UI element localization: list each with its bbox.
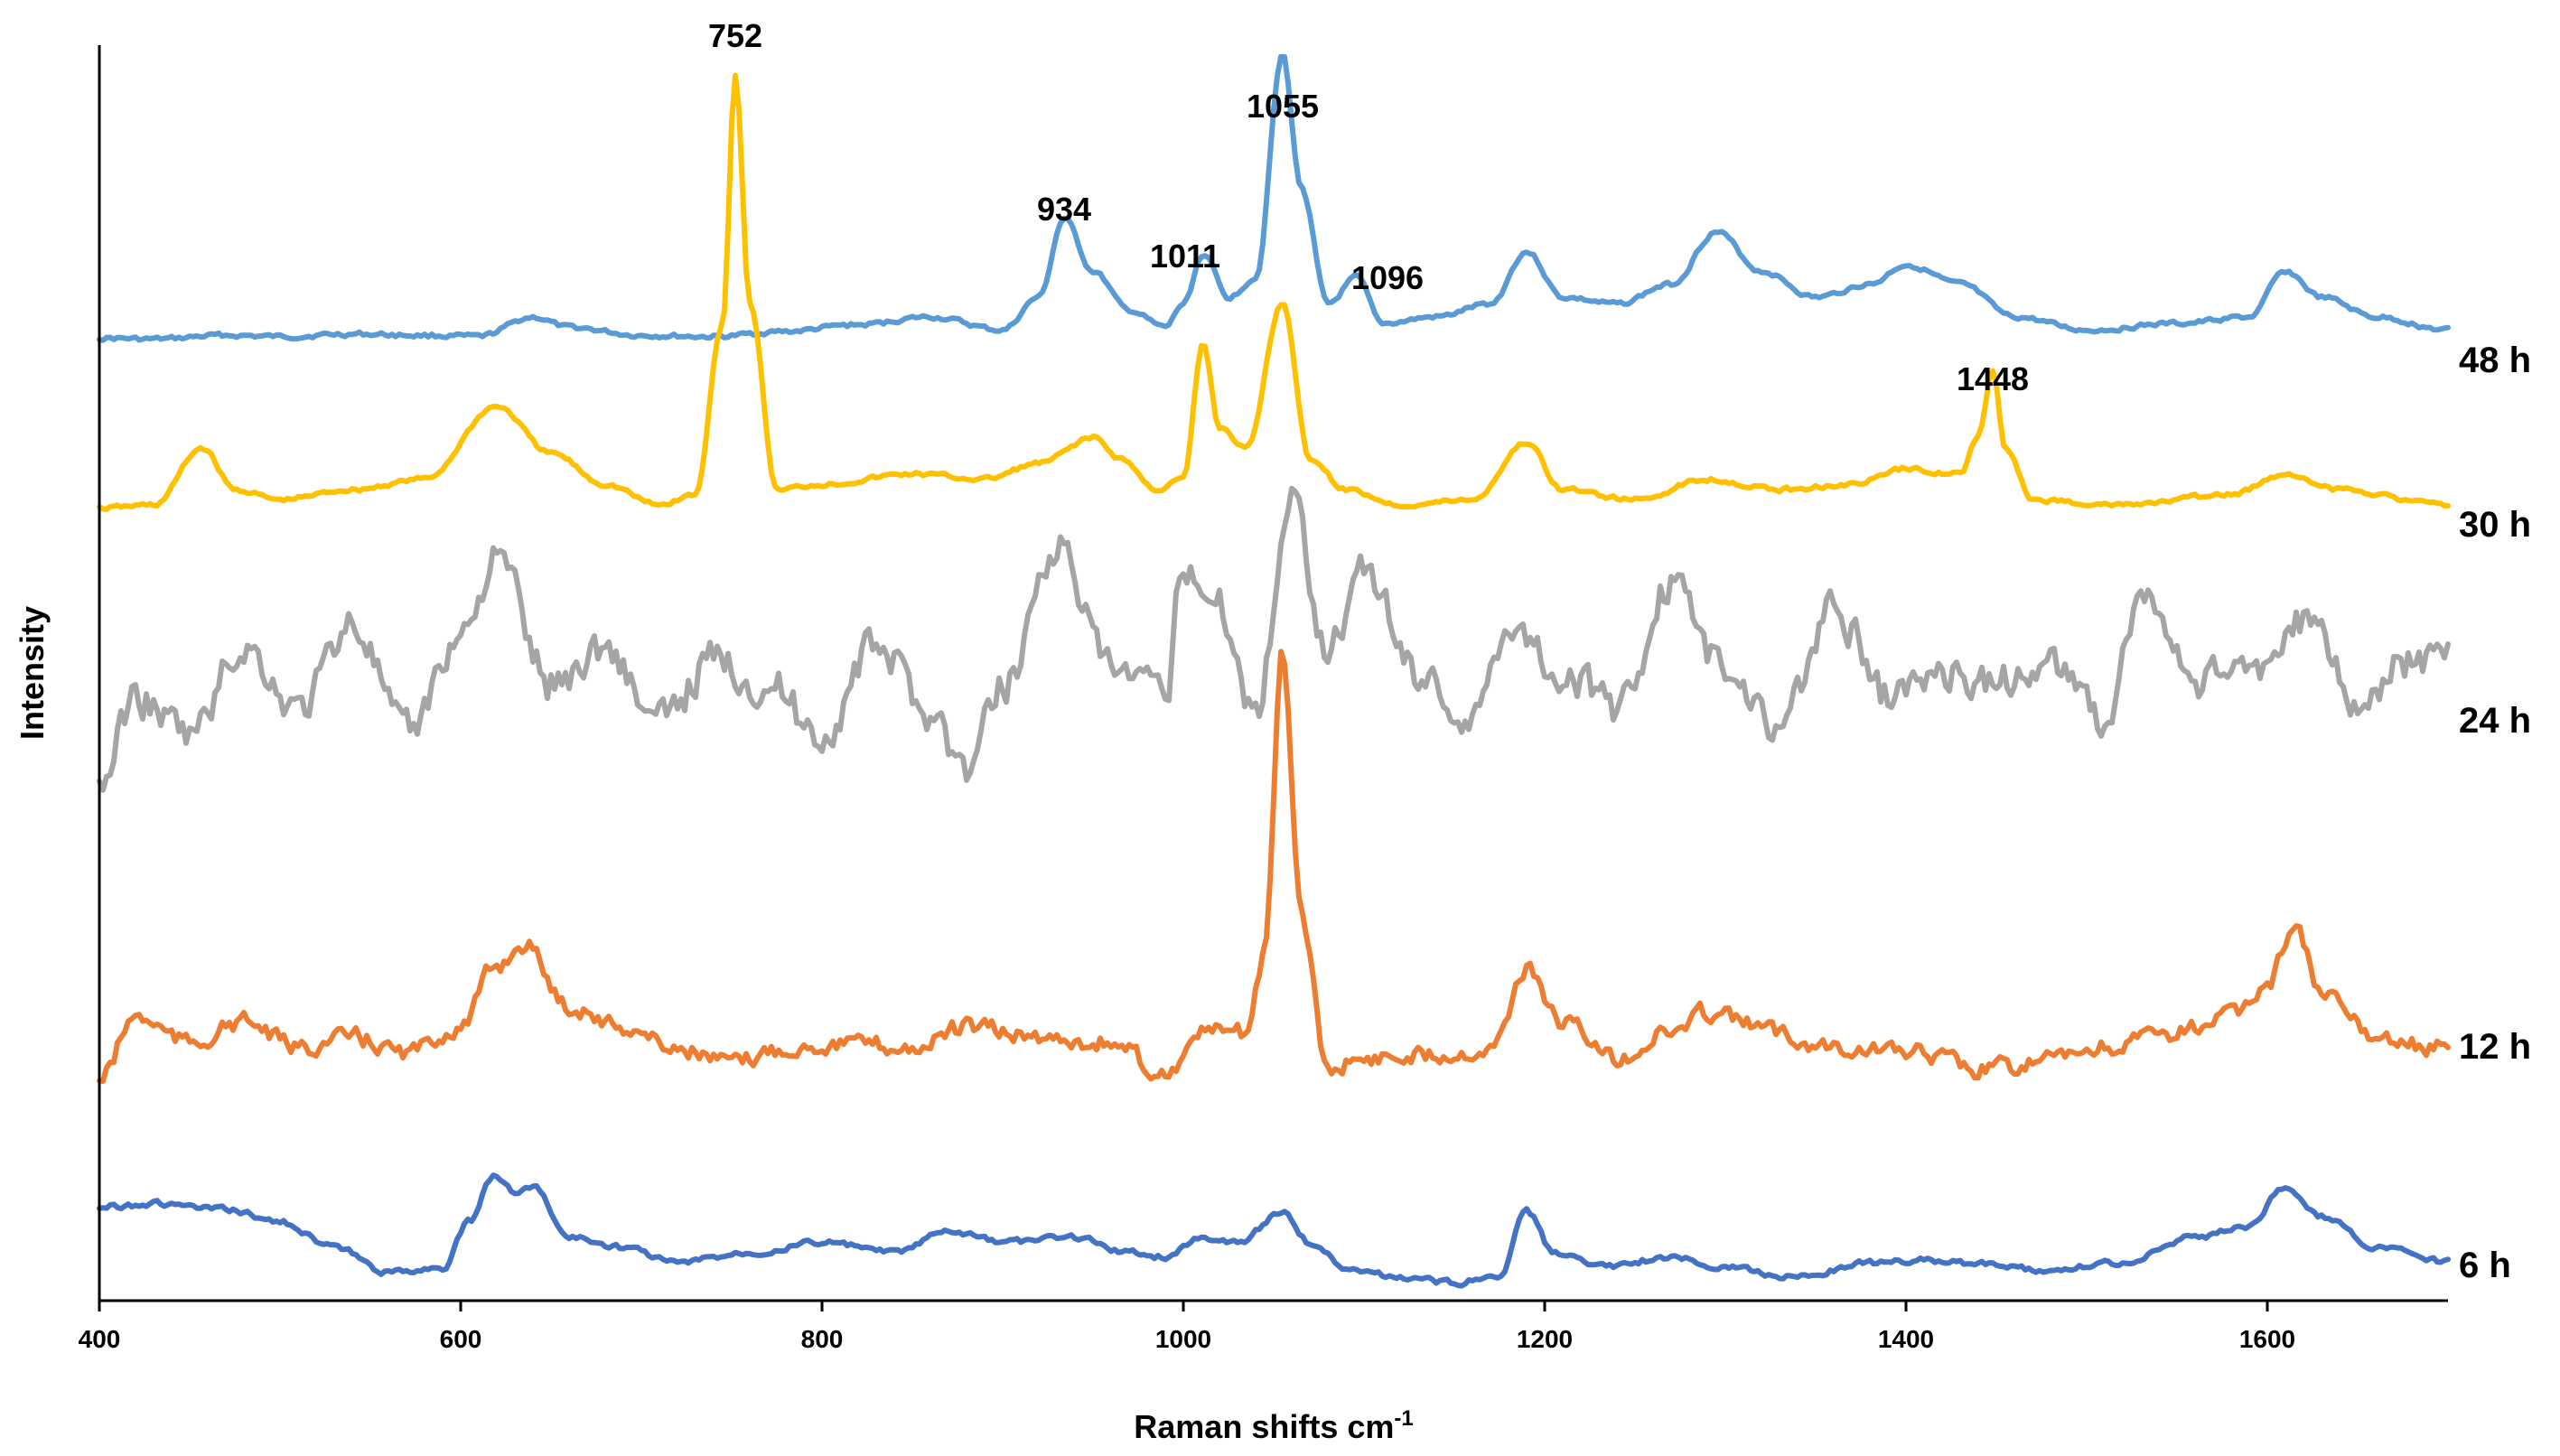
peak-label-1448: 1448	[1957, 360, 2029, 397]
peak-labels: 752 934 1011 1055 1096 1448	[708, 17, 2029, 397]
peak-label-1096: 1096	[1351, 259, 1424, 296]
series-label-24h: 24 h	[2459, 701, 2531, 741]
series-line-12h	[97, 649, 2451, 1084]
x-tick-label: 1200	[1517, 1325, 1573, 1353]
y-axis-title: Intensity	[14, 606, 51, 740]
series-label-6h: 6 h	[2459, 1246, 2511, 1285]
series-line-30h	[97, 72, 2451, 512]
x-tick-label: 400	[79, 1325, 121, 1353]
series-label-12h: 12 h	[2459, 1027, 2531, 1067]
x-tick-label: 600	[440, 1325, 482, 1353]
x-tick-label: 1600	[2239, 1325, 2295, 1353]
series-layer	[97, 53, 2451, 1289]
peak-label-1011: 1011	[1150, 238, 1220, 275]
x-axis-title-text: Raman shifts cm	[1134, 1408, 1394, 1445]
x-axis-title: Raman shifts cm-1	[1134, 1406, 1413, 1445]
series-line-24h	[97, 485, 2451, 793]
series-line-6h	[97, 1172, 2451, 1289]
peak-label-934: 934	[1037, 191, 1091, 228]
peak-label-752: 752	[708, 17, 762, 54]
x-tick-label: 1400	[1878, 1325, 1934, 1353]
x-tick-label: 800	[801, 1325, 844, 1353]
x-ticks: 400 600 800 1000 1200 1400 1600	[79, 1301, 2295, 1353]
x-tick-label: 1000	[1155, 1325, 1211, 1353]
x-axis-title-superscript: -1	[1394, 1406, 1413, 1431]
peak-label-1055: 1055	[1247, 88, 1319, 125]
series-label-30h: 30 h	[2459, 505, 2531, 545]
series-label-48h: 48 h	[2459, 341, 2531, 380]
series-line-48h	[97, 53, 2451, 343]
series-labels: 48 h 30 h 24 h 12 h 6 h	[2459, 341, 2531, 1285]
